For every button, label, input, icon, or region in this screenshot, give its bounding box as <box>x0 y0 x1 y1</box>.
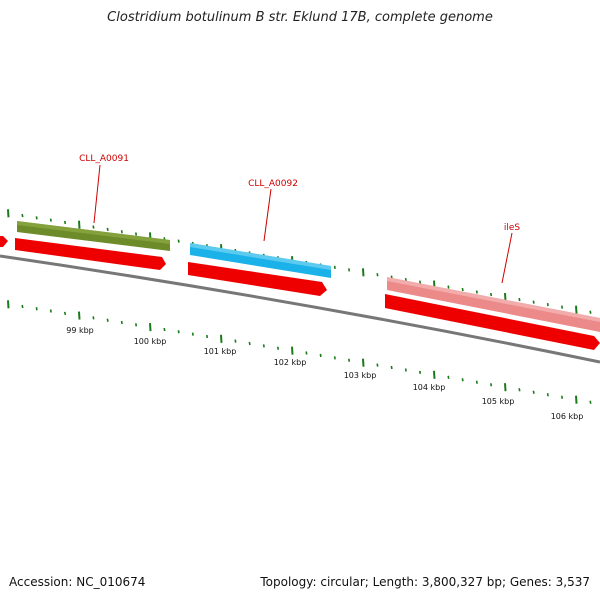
scale-tick <box>64 311 67 315</box>
scale-tick <box>333 265 336 270</box>
scale-tick <box>291 346 294 355</box>
cds-arrow-3[interactable] <box>385 294 600 350</box>
scale-tick <box>7 209 10 218</box>
leader-line-iles <box>501 232 513 284</box>
scale-tick <box>447 285 450 289</box>
cds-arrow-1[interactable] <box>15 238 166 270</box>
scale-tick <box>92 225 95 229</box>
scale-tick <box>475 380 478 384</box>
kbp-label: 102 kbp <box>274 358 307 367</box>
scale-tick <box>589 400 592 404</box>
scale-tick <box>248 341 251 346</box>
kbp-label: 105 kbp <box>482 397 515 406</box>
leader-line-cll-a0091 <box>93 164 101 224</box>
scale-tick <box>504 292 507 302</box>
scale-tick <box>135 232 138 236</box>
scale-tick <box>220 334 223 343</box>
gene-cll-a0092[interactable] <box>190 243 331 278</box>
scale-tick <box>35 307 38 311</box>
scale-tick <box>589 310 592 314</box>
scale-tick <box>504 383 507 392</box>
scale-tick <box>518 297 521 302</box>
scale-tick <box>234 339 237 343</box>
scale-tick <box>518 388 521 392</box>
scale-tick <box>575 305 578 314</box>
kbp-label: 103 kbp <box>344 371 377 380</box>
scale-tick <box>21 304 24 309</box>
scale-tick <box>376 273 379 277</box>
genome-backbone <box>0 254 600 364</box>
scale-tick <box>319 353 322 358</box>
scale-tick <box>561 305 564 309</box>
scale-tick <box>120 320 123 325</box>
scale-tick <box>575 395 578 404</box>
gene-label-cll-a0091: CLL_A0091 <box>79 154 129 164</box>
kbp-label: 99 kbp <box>66 326 94 335</box>
scale-tick <box>305 351 308 355</box>
scale-tick <box>277 346 280 350</box>
scale-tick <box>561 395 564 399</box>
gene-iles[interactable] <box>387 277 600 332</box>
scale-tick <box>461 378 464 382</box>
scale-tick <box>177 330 180 334</box>
scale-tick <box>92 316 95 320</box>
scale-tick <box>490 383 493 387</box>
scale-tick <box>135 323 138 327</box>
scale-tick <box>348 358 351 362</box>
scale-tick <box>64 220 67 225</box>
scale-tick <box>177 239 180 243</box>
scale-tick <box>461 287 464 292</box>
scale-tick <box>7 300 10 309</box>
scale-tick <box>120 230 123 234</box>
scale-tick <box>546 302 549 307</box>
kbp-label: 100 kbp <box>134 337 167 346</box>
scale-tick <box>532 390 535 394</box>
scale-tick <box>78 220 81 229</box>
accession-text: Accession: NC_010674 <box>9 575 146 589</box>
scale-tick <box>21 213 24 218</box>
scale-tick <box>191 332 194 336</box>
scale-tick <box>35 216 38 220</box>
scale-tick <box>390 365 393 370</box>
scale-tick <box>49 218 52 222</box>
scale-tick <box>106 227 109 232</box>
cds-arrow-2[interactable] <box>188 262 327 296</box>
scale-tick <box>149 323 152 332</box>
scale-tick <box>475 290 478 294</box>
scale-tick <box>206 334 209 339</box>
scale-tick <box>49 309 52 313</box>
scale-tick <box>433 370 436 379</box>
leader-line-cll-a0092 <box>263 188 272 242</box>
scale-tick <box>78 311 81 320</box>
scale-tick <box>262 344 265 348</box>
lower-tick-row <box>7 300 592 404</box>
scale-tick <box>404 278 407 282</box>
gene-label-iles: ileS <box>504 223 521 233</box>
scale-tick <box>333 356 336 360</box>
kbp-label: 106 kbp <box>551 412 584 421</box>
scale-tick <box>362 268 365 277</box>
kbp-label: 101 kbp <box>204 347 237 356</box>
scale-tick <box>546 393 549 397</box>
gene-cll-a0091[interactable] <box>17 221 170 251</box>
scale-tick <box>362 358 365 367</box>
scale-tick <box>419 280 422 284</box>
scale-tick <box>376 363 379 367</box>
genome-summary-text: Topology: circular; Length: 3,800,327 bp… <box>260 575 590 589</box>
kbp-label: 104 kbp <box>413 383 446 392</box>
scale-tick <box>404 368 407 372</box>
scale-tick <box>419 370 422 375</box>
scale-tick <box>348 268 351 272</box>
map-title: Clostridium botulinum B str. Eklund 17B,… <box>107 10 493 25</box>
scale-tick <box>490 292 493 297</box>
scale-tick <box>106 318 109 322</box>
scale-tick <box>163 327 166 332</box>
scale-tick <box>532 300 535 304</box>
scale-tick <box>447 375 450 379</box>
cds-arrow-partial[interactable] <box>0 236 8 247</box>
gene-label-cll-a0092: CLL_A0092 <box>248 179 298 189</box>
